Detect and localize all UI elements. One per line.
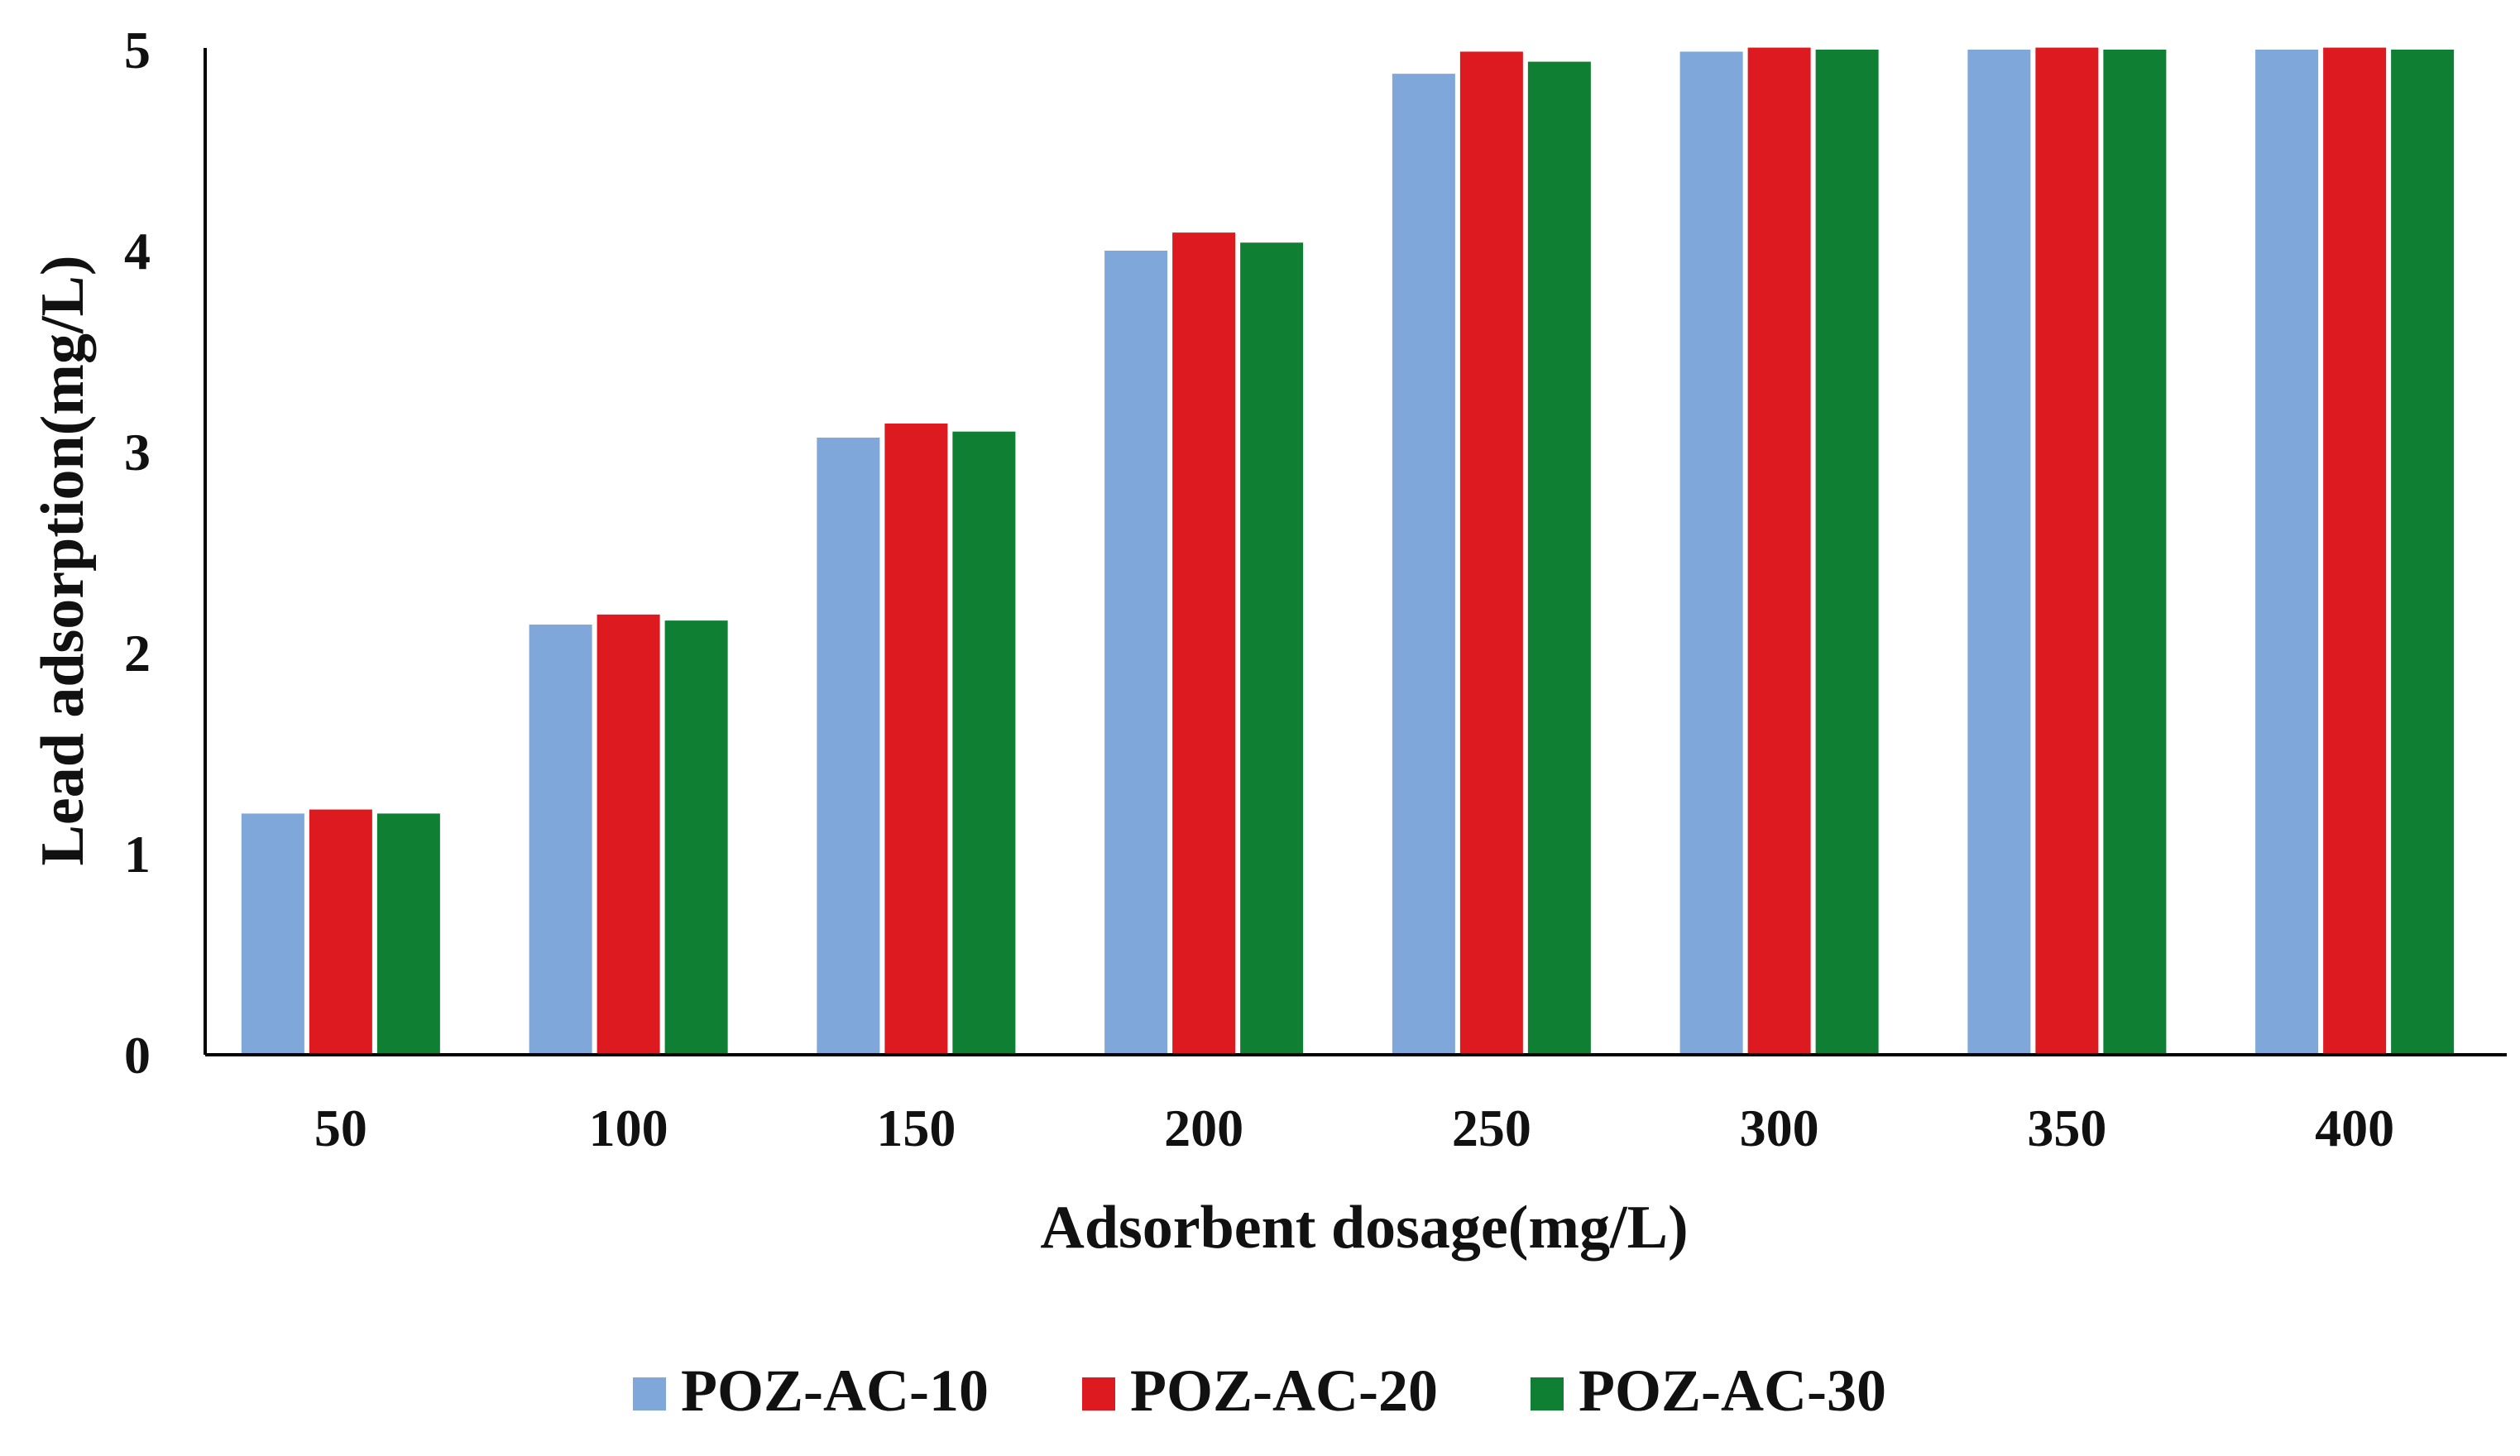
x-tick-label: 150 [876, 1099, 956, 1157]
y-tick-label: 5 [124, 21, 151, 79]
legend-item-poz-ac-30: POZ-AC-30 [1531, 1358, 1886, 1424]
x-tick-label: 400 [2315, 1099, 2394, 1157]
x-tick-label: 200 [1164, 1099, 1243, 1157]
legend-swatch [1082, 1377, 1115, 1410]
bar-poz-ac-30-350 [2103, 50, 2167, 1055]
x-tick-label: 300 [1740, 1099, 1819, 1157]
x-tick-label: 250 [1452, 1099, 1531, 1157]
y-tick-label: 0 [124, 1026, 151, 1085]
y-tick-label: 3 [124, 423, 151, 481]
bar-poz-ac-10-300 [1679, 51, 1743, 1055]
x-tick-label: 100 [589, 1099, 668, 1157]
bar-poz-ac-10-50 [241, 813, 304, 1055]
bar-poz-ac-30-400 [2391, 50, 2455, 1055]
bar-poz-ac-20-250 [1459, 51, 1523, 1055]
legend-swatch [633, 1377, 666, 1410]
x-tick-label: 350 [2027, 1099, 2106, 1157]
legend-item-poz-ac-20: POZ-AC-20 [1082, 1358, 1438, 1424]
bar-poz-ac-20-50 [309, 809, 372, 1055]
y-axis-title: Lead adsorption(mg/L) [29, 255, 97, 865]
bar-poz-ac-20-100 [596, 614, 660, 1055]
bar-poz-ac-30-250 [1527, 61, 1591, 1056]
legend-item-poz-ac-10: POZ-AC-10 [633, 1358, 989, 1424]
y-tick-label: 2 [124, 624, 151, 682]
x-tick-labels: 50 100 150 200 250 300 350 400 [314, 1099, 2394, 1157]
bar-poz-ac-10-150 [817, 437, 880, 1055]
legend-label: POZ-AC-10 [681, 1358, 989, 1424]
legend-label: POZ-AC-30 [1579, 1358, 1886, 1424]
bar-poz-ac-30-300 [1815, 50, 1879, 1055]
bar-poz-ac-10-100 [529, 624, 592, 1055]
legend-label: POZ-AC-20 [1130, 1358, 1438, 1424]
bar-poz-ac-20-200 [1172, 232, 1236, 1055]
bar-poz-ac-20-300 [1747, 47, 1811, 1056]
bar-poz-ac-10-400 [2255, 50, 2319, 1055]
bar-poz-ac-30-100 [664, 620, 728, 1055]
bars-layer [241, 47, 2455, 1056]
bar-poz-ac-30-150 [952, 431, 1016, 1055]
y-tick-label: 4 [124, 222, 151, 280]
bar-poz-ac-30-50 [376, 813, 440, 1055]
bar-poz-ac-20-150 [884, 423, 948, 1056]
x-tick-label: 50 [314, 1099, 367, 1157]
y-tick-label: 1 [124, 825, 151, 884]
legend: POZ-AC-10 POZ-AC-20 POZ-AC-30 [633, 1358, 1886, 1424]
bar-poz-ac-10-350 [1967, 50, 2031, 1055]
bar-poz-ac-20-400 [2323, 47, 2387, 1056]
y-tick-labels: 0 1 2 3 4 5 [124, 21, 151, 1085]
bar-poz-ac-10-200 [1104, 251, 1168, 1055]
bar-poz-ac-20-350 [2035, 47, 2099, 1056]
bar-poz-ac-10-250 [1392, 74, 1455, 1055]
bar-poz-ac-30-200 [1240, 242, 1304, 1055]
legend-swatch [1531, 1377, 1564, 1410]
x-axis-title: Adsorbent dosage(mg/L) [1040, 1194, 1688, 1262]
axes-layer [204, 48, 2507, 1056]
